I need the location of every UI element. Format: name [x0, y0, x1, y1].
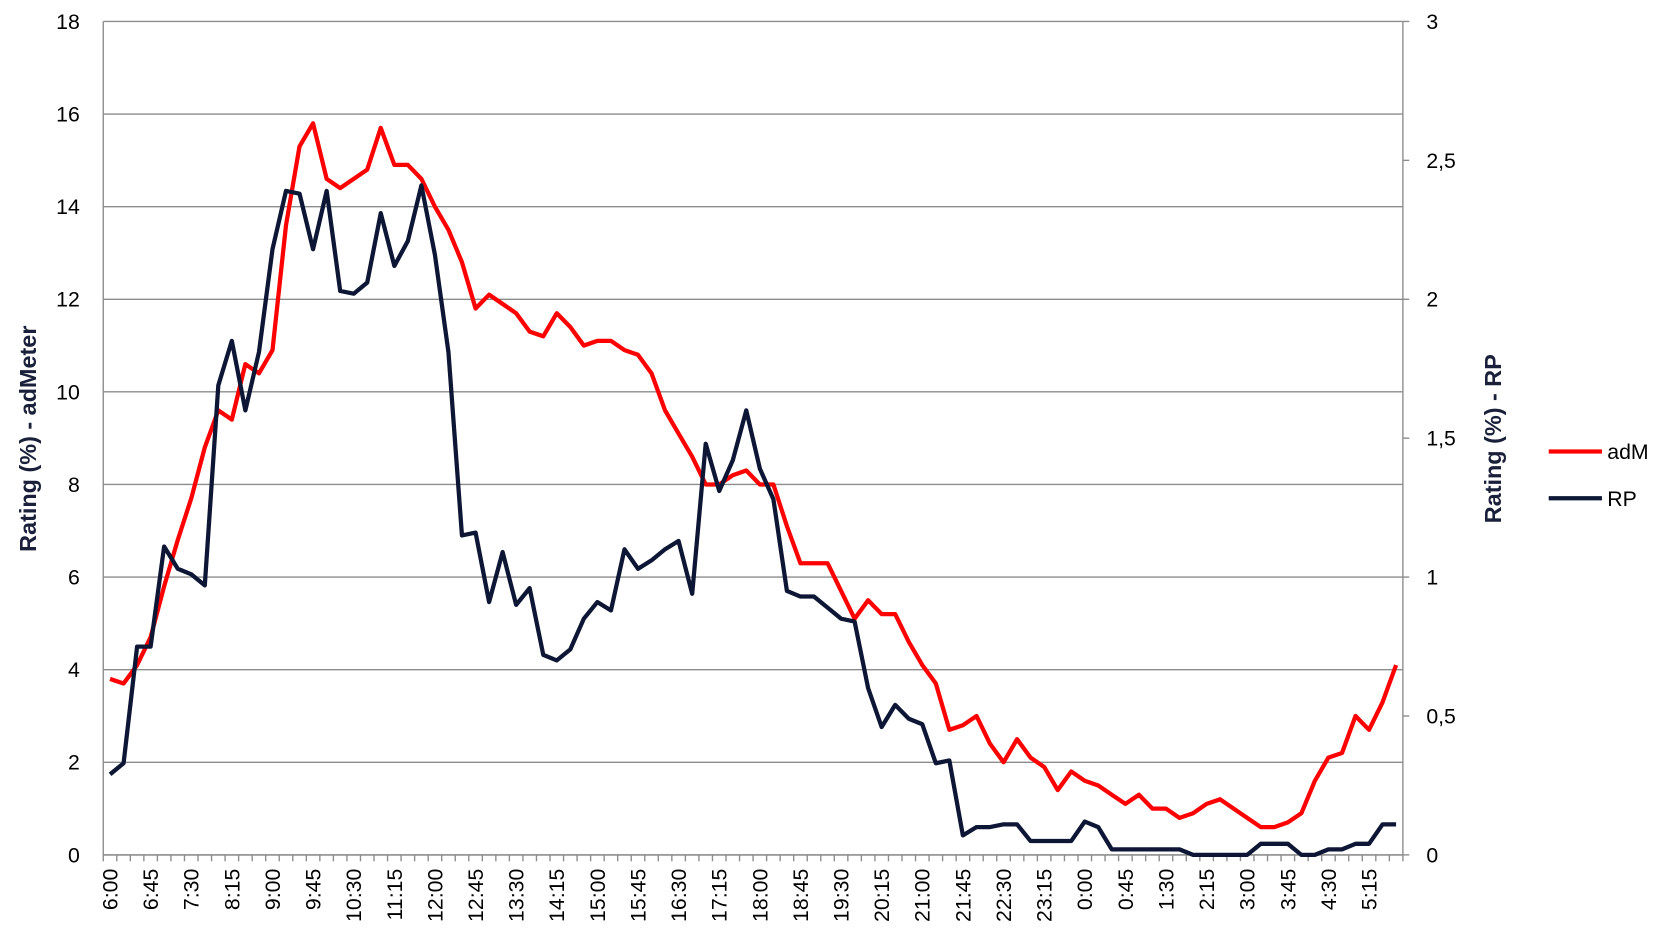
x-tick-label: 18:45 [789, 869, 813, 922]
y2-tick-label: 1 [1426, 566, 1438, 590]
series-line [108, 183, 1397, 858]
x-tick-label: 15:00 [586, 869, 610, 922]
y-tick-label: 0 [68, 843, 80, 867]
y-tick-label: 12 [56, 288, 80, 312]
x-tick-label: 3:45 [1276, 869, 1300, 910]
x-tick-label: 15:45 [626, 869, 650, 922]
y-tick-label: 14 [56, 195, 80, 219]
y-tick-label: 8 [68, 473, 80, 497]
y-axis-title: Rating (%) - adMeter [15, 326, 41, 552]
x-tick-label: 11:15 [383, 869, 407, 921]
x-tick-label: 20:15 [870, 869, 894, 922]
x-tick-label: 14:15 [545, 869, 569, 922]
x-tick-label: 19:30 [830, 869, 854, 922]
y-tick-label: 10 [56, 380, 80, 404]
x-tick-label: 18:00 [748, 869, 772, 922]
x-tick-label: 12:00 [423, 869, 447, 922]
y-tick-label: 6 [68, 566, 80, 590]
x-tick-label: 16:30 [667, 869, 691, 922]
x-tick-label: 6:00 [98, 869, 122, 910]
y-tick-label: 16 [56, 103, 80, 127]
x-tick-label: 6:45 [139, 869, 163, 910]
y2-tick-label: 0,5 [1426, 704, 1456, 728]
y-tick-label: 18 [56, 10, 80, 34]
x-tick-label: 10:30 [342, 869, 366, 922]
x-tick-label: 1:30 [1154, 869, 1178, 910]
x-tick-label: 4:30 [1317, 869, 1341, 910]
x-tick-label: 17:15 [708, 869, 732, 922]
legend-label: adM [1607, 440, 1648, 464]
y2-tick-label: 2,5 [1426, 149, 1456, 173]
y2-tick-label: 3 [1426, 10, 1438, 34]
x-tick-label: 9:45 [302, 869, 326, 910]
y2-tick-label: 0 [1426, 843, 1438, 867]
y-tick-label: 4 [68, 658, 80, 682]
x-tick-label: 21:00 [911, 869, 935, 922]
x-tick-label: 9:00 [261, 869, 285, 910]
y-tick-label: 2 [68, 751, 80, 775]
y2-axis-title: Rating (%) - RP [1480, 354, 1506, 523]
x-tick-label: 23:15 [1033, 869, 1057, 922]
series-line [109, 121, 1399, 830]
legend-label: RP [1607, 487, 1637, 511]
x-tick-label: 13:30 [505, 869, 529, 922]
x-tick-label: 0:45 [1114, 869, 1138, 910]
x-tick-label: 0:00 [1073, 869, 1097, 910]
y2-tick-label: 1,5 [1426, 427, 1456, 451]
x-tick-label: 8:15 [220, 869, 244, 910]
x-tick-label: 3:00 [1236, 869, 1260, 910]
x-tick-label: 2:15 [1195, 869, 1219, 910]
y2-tick-label: 2 [1426, 288, 1438, 312]
x-tick-label: 7:30 [180, 869, 204, 910]
x-tick-label: 22:30 [992, 869, 1016, 922]
x-tick-label: 5:15 [1358, 869, 1382, 910]
x-tick-label: 21:45 [951, 869, 975, 922]
x-tick-label: 12:45 [464, 869, 488, 922]
